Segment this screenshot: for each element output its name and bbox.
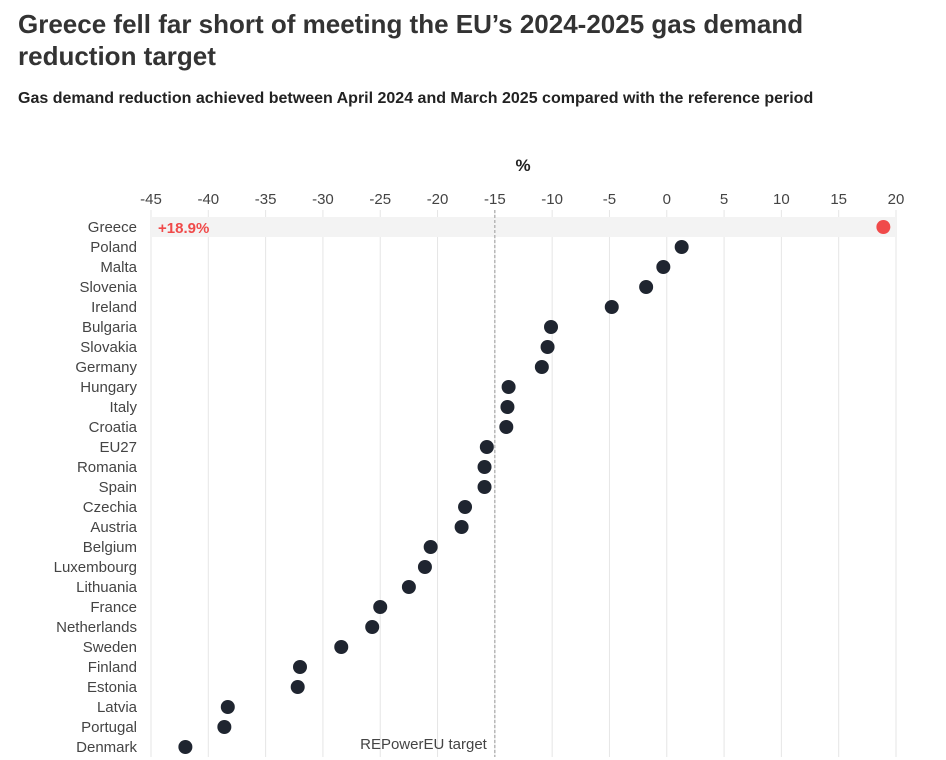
country-label: Malta xyxy=(100,259,137,276)
target-line-group: REPowerEU target xyxy=(360,210,496,757)
chart-subtitle: Gas demand reduction achieved between Ap… xyxy=(18,90,814,107)
data-dot xyxy=(220,700,235,714)
data-dot xyxy=(293,660,307,674)
country-label: Lithuania xyxy=(76,579,138,596)
x-tick-label: -35 xyxy=(255,191,277,208)
data-dot xyxy=(656,260,671,274)
country-label: Denmark xyxy=(76,739,137,756)
data-dot xyxy=(477,460,492,474)
x-tick-label: 20 xyxy=(888,191,905,208)
data-dot xyxy=(540,340,555,354)
country-label: Estonia xyxy=(87,679,138,696)
data-dot xyxy=(334,640,349,654)
target-label: REPowerEU target xyxy=(360,736,488,753)
data-dot xyxy=(544,320,559,334)
data-dot xyxy=(365,620,380,634)
data-dot xyxy=(217,720,232,734)
x-tick-label: -15 xyxy=(484,191,506,208)
x-tick-label: 10 xyxy=(773,191,790,208)
gridlines xyxy=(150,210,897,757)
data-dot xyxy=(373,600,388,614)
country-label: Croatia xyxy=(89,419,138,436)
x-tick-label: -40 xyxy=(197,191,219,208)
highlight-band xyxy=(151,217,896,237)
x-tick-label: -25 xyxy=(369,191,391,208)
chart-title: Greece fell far short of meeting the EU’… xyxy=(18,9,804,71)
x-tick-label: -45 xyxy=(140,191,162,208)
country-label: Italy xyxy=(109,399,137,416)
data-dot xyxy=(477,480,492,494)
data-dot xyxy=(479,440,494,454)
country-label: Belgium xyxy=(83,539,137,556)
data-dot xyxy=(604,300,619,314)
x-tick-label: 0 xyxy=(663,191,671,208)
country-label: Portugal xyxy=(81,719,137,736)
x-tick-label: -30 xyxy=(312,191,334,208)
country-label: Slovakia xyxy=(80,339,137,356)
data-dot xyxy=(500,400,515,414)
country-label: Greece xyxy=(88,219,137,236)
country-label: Slovenia xyxy=(79,279,137,296)
highlight-row-band xyxy=(151,217,896,237)
country-label: Hungary xyxy=(80,379,137,396)
data-dot xyxy=(674,240,689,254)
x-tick-label: -10 xyxy=(541,191,563,208)
data-dot xyxy=(178,740,193,754)
data-dot xyxy=(454,520,469,534)
data-dot xyxy=(458,500,473,514)
highlight-dot xyxy=(876,220,891,234)
country-label: Romania xyxy=(77,459,138,476)
data-dot xyxy=(401,580,416,594)
highlight-value-label: +18.9% xyxy=(158,220,209,237)
data-dot xyxy=(499,420,514,434)
x-tick-label: 5 xyxy=(720,191,728,208)
country-label: Bulgaria xyxy=(82,319,138,336)
x-axis-unit-label: % xyxy=(515,156,530,175)
data-dot xyxy=(423,540,438,554)
country-label: France xyxy=(90,599,137,616)
x-tick-label: 15 xyxy=(830,191,847,208)
data-points: +18.9% xyxy=(158,220,891,754)
data-dot xyxy=(639,280,654,294)
country-label: Austria xyxy=(90,519,137,536)
data-dot xyxy=(290,680,305,694)
x-tick-label: -5 xyxy=(603,191,616,208)
country-label: Germany xyxy=(75,359,137,376)
country-label: Luxembourg xyxy=(54,559,137,576)
country-label: Sweden xyxy=(83,639,137,656)
country-label: Ireland xyxy=(91,299,137,316)
country-label: Finland xyxy=(88,659,137,676)
data-dot xyxy=(417,560,432,574)
country-label: Spain xyxy=(99,479,137,496)
country-label: Netherlands xyxy=(56,619,137,636)
country-label: Czechia xyxy=(83,499,138,516)
data-dot xyxy=(534,360,549,374)
x-tick-label: -20 xyxy=(427,191,449,208)
country-label: EU27 xyxy=(99,439,137,456)
y-axis-labels: Greece Poland Malta Slovenia Ireland Bulgaria… xyxy=(54,219,138,756)
x-axis-ticks: -45 -40 -35 -30 -25 -20 -15 -10 -5 0 5 10 15 20 xyxy=(140,191,904,208)
country-label: Latvia xyxy=(97,699,138,716)
data-dot xyxy=(501,380,516,394)
country-label: Poland xyxy=(90,239,137,256)
